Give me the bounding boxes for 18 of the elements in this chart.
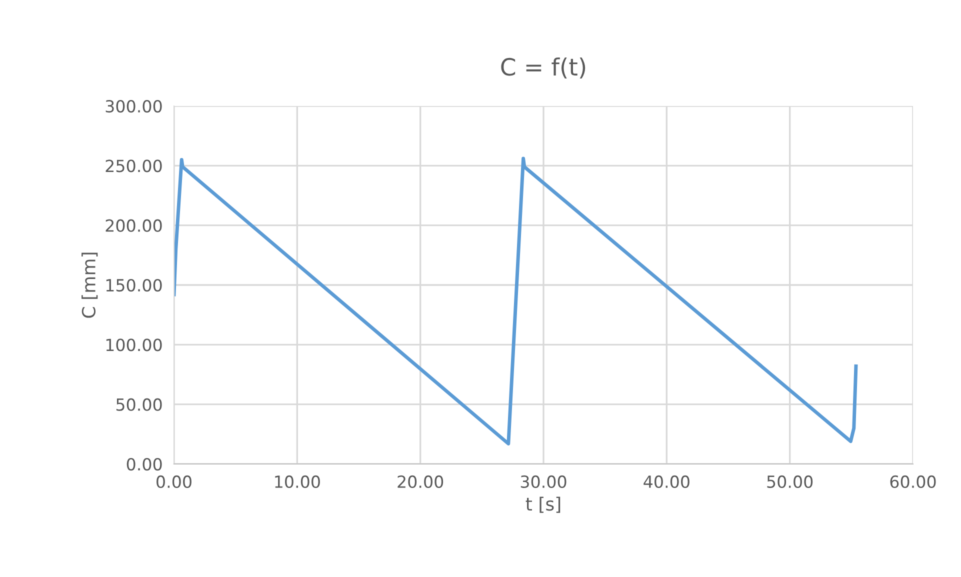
x-tick-label: 0.00 [156, 475, 192, 488]
y-tick-label: 0.00 [126, 458, 162, 471]
x-tick-label: 60.00 [890, 475, 936, 488]
y-tick-label: 300.00 [106, 100, 162, 113]
x-axis-title: t [s] [526, 496, 560, 513]
x-tick-label: 20.00 [398, 475, 444, 488]
x-tick-label: 40.00 [644, 475, 690, 488]
y-tick-label: 100.00 [106, 338, 162, 352]
x-tick-label: 50.00 [767, 475, 813, 488]
y-tick-label: 50.00 [116, 398, 162, 411]
chart-title: C = f(t) [501, 58, 586, 79]
line-series [174, 156, 858, 446]
x-tick-label: 30.00 [520, 475, 566, 488]
x-tick-label: 10.00 [275, 475, 320, 488]
y-tick-label: 250.00 [106, 160, 162, 172]
y-axis-title: C [mm] [82, 252, 98, 318]
y-tick-label: 150.00 [106, 278, 162, 292]
y-tick-label: 200.00 [106, 219, 162, 232]
